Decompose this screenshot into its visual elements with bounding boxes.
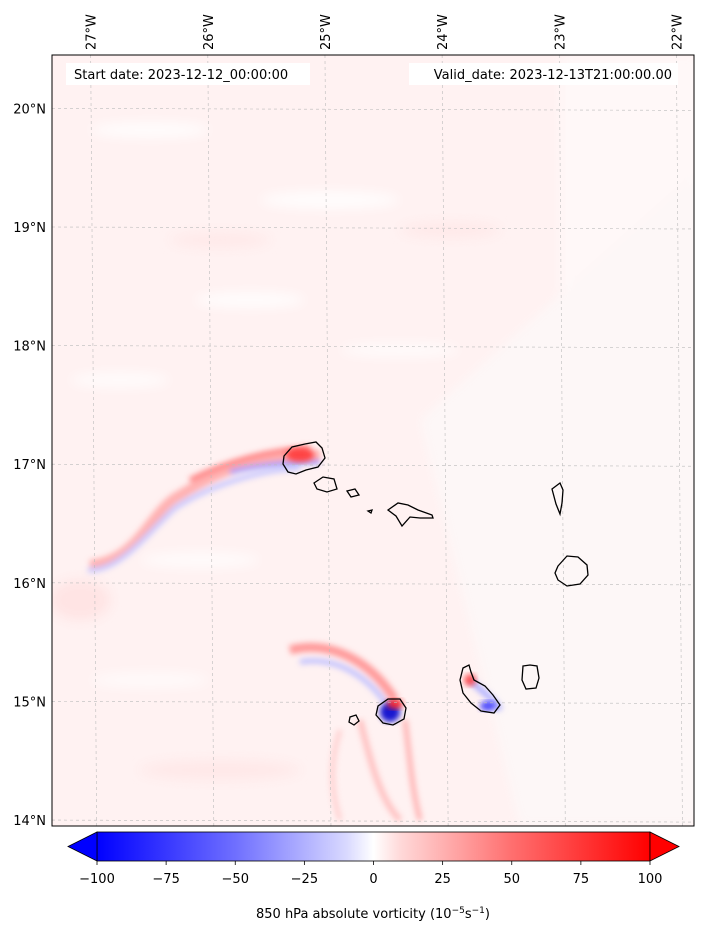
island-boa-vista	[554, 555, 589, 587]
lat-tick-label: 16°N	[13, 577, 46, 592]
lat-tick-label: 20°N	[13, 102, 46, 117]
lat-tick-label: 15°N	[13, 695, 46, 710]
colorbar-label: 850 hPa absolute vorticity (10−5s−1)	[256, 906, 490, 922]
lon-tick-label: 25°W	[319, 14, 334, 50]
gridline-lon	[207, 54, 215, 827]
colorbar-label-end: )	[485, 907, 490, 922]
colorbar-body	[96, 831, 651, 862]
island-santo-antao	[282, 441, 326, 475]
lon-tick-label: 24°W	[436, 14, 451, 50]
colorbar-label-main: 850 hPa absolute vorticity (10	[256, 907, 452, 922]
latitude-labels: 20°N 19°N 18°N 17°N 16°N 15°N 14°N	[13, 102, 46, 829]
gridline-lat	[51, 108, 695, 111]
colorbar-extend-max	[649, 831, 680, 862]
start-date-label: Start date: 2023-12-12_00:00:00	[74, 68, 288, 83]
lon-tick-label: 23°W	[553, 14, 568, 50]
colorbar-extend-min	[67, 831, 98, 862]
gridline-lon	[324, 54, 332, 827]
lat-tick-label: 18°N	[13, 340, 46, 355]
valid-date-box	[409, 63, 678, 85]
colorbar-tick-label: 50	[503, 872, 520, 887]
map-frame	[51, 54, 695, 827]
gridline-lon	[90, 54, 97, 827]
header: Start date: 2023-12-12_00:00:00 Valid_da…	[66, 63, 678, 85]
start-date-box	[66, 63, 310, 85]
colorbar-tick-label: 100	[638, 872, 663, 887]
island-brava	[348, 714, 360, 726]
colorbar-ticks: −100 −75 −50 −25 0 25 50 75 100	[79, 861, 662, 887]
lat-tick-label: 17°N	[13, 458, 46, 473]
colorbar-label-mid: s	[465, 907, 472, 922]
gridline-lon	[558, 54, 566, 827]
island-santiago	[459, 664, 501, 714]
island-maio	[521, 664, 540, 690]
colorbar: −100 −75 −50 −25 0 25 50 75 100 850 hPa absolute…	[67, 831, 680, 922]
colorbar-label-exp2: −1	[472, 906, 485, 916]
lon-tick-label: 26°W	[202, 14, 217, 50]
gridline-lat	[51, 345, 695, 348]
island-branco	[366, 509, 373, 515]
lon-tick-label: 22°W	[670, 14, 685, 50]
lat-tick-label: 19°N	[13, 221, 46, 236]
island-sao-nicolau	[386, 502, 434, 528]
colorbar-tick-label: −100	[79, 872, 115, 887]
vorticity-field	[52, 55, 694, 826]
gridline-lon	[441, 54, 449, 827]
longitude-labels: 27°W 26°W 25°W 24°W 23°W 22°W	[85, 14, 686, 50]
lat-tick-label: 14°N	[13, 814, 46, 829]
colorbar-label-exp1: −5	[452, 906, 465, 916]
gridline-lat	[51, 819, 695, 823]
gridline-lon	[676, 54, 683, 827]
gridline-lat	[51, 463, 695, 467]
lon-tick-label: 27°W	[85, 14, 100, 50]
colorbar-tick-label: −75	[152, 872, 179, 887]
background-pattern	[52, 55, 694, 826]
island-sal	[551, 481, 564, 517]
gridline-lat	[51, 701, 695, 704]
island-sao-vicente	[313, 476, 338, 493]
gridline-lat	[51, 226, 695, 230]
island-fogo	[375, 698, 407, 726]
colorbar-tick-label: 25	[434, 872, 451, 887]
gridlines	[51, 54, 695, 827]
island-santa-luzia	[345, 488, 361, 498]
map-area	[51, 54, 695, 827]
coastlines	[282, 441, 589, 726]
colorbar-tick-label: −50	[222, 872, 249, 887]
gridline-lat	[51, 582, 695, 586]
colorbar-tick-label: −25	[291, 872, 318, 887]
valid-date-label: Valid_date: 2023-12-13T21:00:00.00	[434, 68, 672, 83]
colorbar-tick-label: 0	[369, 872, 377, 887]
colorbar-tick-label: 75	[573, 872, 590, 887]
